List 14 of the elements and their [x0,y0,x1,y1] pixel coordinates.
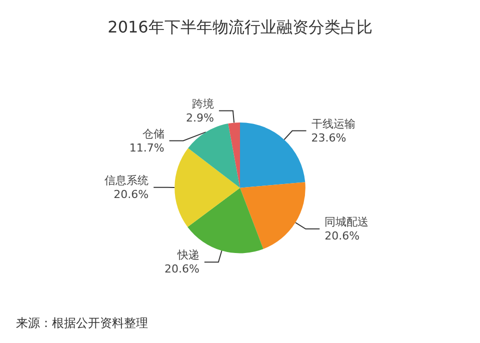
source-note: 来源：根据公开资料整理 [16,316,148,330]
data-label: 20.6% [324,229,360,242]
chart-title: 2016年下半年物流行业融资分类占比 [108,18,372,36]
data-label: 20.6% [164,262,200,276]
data-label: 23.6% [311,131,346,144]
slice-label: 信息系统 [104,174,149,187]
slice-label: 跨境 [192,97,214,110]
slice-label: 干线运输 [311,117,356,130]
slice-label: 仓储 [142,127,164,140]
data-label: 11.7% [129,141,164,154]
data-label: 20.6% [114,188,149,201]
data-label: 2.9% [186,111,214,124]
slice-label: 同城配送 [324,215,369,228]
slice-label: 快递 [176,248,200,262]
